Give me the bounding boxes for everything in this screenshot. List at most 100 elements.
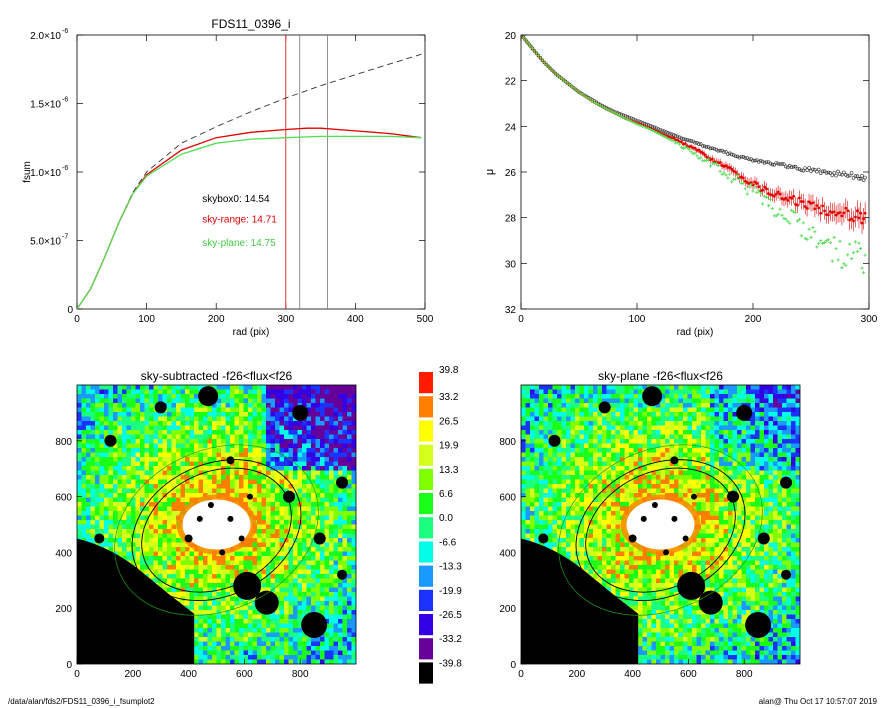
image-pixel [311, 497, 316, 503]
image-pixel [557, 398, 562, 404]
image-pixel [315, 457, 321, 462]
image-pixel [108, 430, 114, 435]
image-pixel [108, 398, 114, 404]
image-pixel [225, 592, 231, 597]
image-pixel [203, 601, 208, 606]
image-pixel [611, 398, 616, 404]
image-pixel [342, 556, 348, 561]
profile-point [853, 174, 858, 178]
image-pixel [216, 641, 222, 647]
image-pixel [225, 610, 231, 615]
profile-point [849, 171, 854, 175]
profile-point [567, 82, 571, 87]
image-pixel [333, 389, 339, 395]
profile-point [571, 85, 575, 90]
image-pixel [773, 394, 778, 399]
image-pixel [261, 632, 267, 638]
image-pixel [320, 601, 325, 606]
image-pixel [347, 470, 352, 476]
image-pixel [338, 659, 343, 664]
image-pixel [144, 434, 150, 440]
image-pixel [257, 632, 262, 638]
image-pixel [126, 443, 132, 449]
image-pixel [539, 398, 544, 404]
image-pixel [579, 403, 585, 408]
image-pixel [221, 394, 226, 399]
image-pixel [77, 502, 82, 507]
image-pixel [266, 470, 271, 476]
image-pixel [710, 394, 715, 399]
image-pixel [158, 529, 163, 534]
image-pixel [131, 479, 136, 485]
image-pixel [126, 457, 132, 462]
image-pixel [149, 470, 154, 476]
image-pixel [225, 569, 231, 575]
image-pixel [207, 574, 213, 579]
image-pixel [180, 488, 186, 494]
image-pixel [329, 592, 334, 597]
image-pixel [710, 385, 715, 390]
image-pixel [126, 511, 132, 516]
image-pixel [135, 430, 141, 435]
image-pixel [261, 443, 267, 449]
image-pixel [252, 493, 258, 498]
profile-point [573, 87, 577, 91]
image-pixel [140, 502, 145, 507]
image-pixel [347, 439, 352, 444]
image-pixel [315, 596, 321, 602]
image-pixel [252, 502, 258, 507]
image-pixel [185, 470, 190, 476]
image-pixel [315, 578, 321, 584]
image-pixel [302, 587, 307, 593]
image-pixel [311, 533, 316, 539]
image-pixel [189, 448, 195, 453]
image-pixel [261, 502, 267, 507]
image-pixel [347, 461, 352, 467]
profile-point [740, 175, 743, 179]
image-pixel [122, 439, 127, 444]
image-pixel [347, 569, 352, 575]
image-pixel [252, 412, 258, 417]
image-pixel [320, 398, 325, 404]
image-pixel [189, 412, 195, 417]
image-pixel [167, 587, 172, 593]
profile-point [780, 161, 784, 166]
image-pixel [261, 412, 267, 417]
profile-point [743, 187, 747, 191]
profile-point [863, 175, 867, 180]
image-pixel [329, 466, 334, 471]
mask-circle [336, 476, 349, 489]
image-pixel [315, 479, 321, 485]
image-pixel [252, 605, 258, 611]
image-pixel [149, 493, 154, 498]
image-pixel [548, 385, 553, 390]
image-pixel [279, 385, 285, 390]
image-pixel [122, 407, 127, 413]
image-pixel [140, 497, 145, 503]
image-pixel [216, 452, 222, 458]
image-pixel [347, 394, 352, 399]
image-pixel [239, 623, 244, 629]
image-pixel [189, 461, 195, 467]
image-pixel [117, 425, 123, 431]
image-pixel [279, 457, 285, 462]
profile-point [700, 143, 705, 148]
image-pixel [351, 547, 356, 552]
profile-point [666, 131, 670, 135]
image-pixel [270, 583, 276, 588]
image-pixel [257, 493, 262, 498]
image-pixel [338, 394, 343, 399]
image-pixel [270, 637, 276, 642]
image-pixel [633, 389, 639, 395]
image-pixel [764, 394, 769, 399]
image-pixel [252, 569, 258, 575]
profile-point [726, 152, 730, 156]
image-pixel [714, 389, 720, 395]
image-pixel [221, 421, 226, 426]
image-pixel [320, 470, 325, 476]
image-pixel [86, 425, 91, 431]
image-pixel [95, 385, 100, 390]
image-pixel [279, 610, 285, 615]
image-pixel [333, 619, 339, 624]
image-pixel [279, 547, 285, 552]
